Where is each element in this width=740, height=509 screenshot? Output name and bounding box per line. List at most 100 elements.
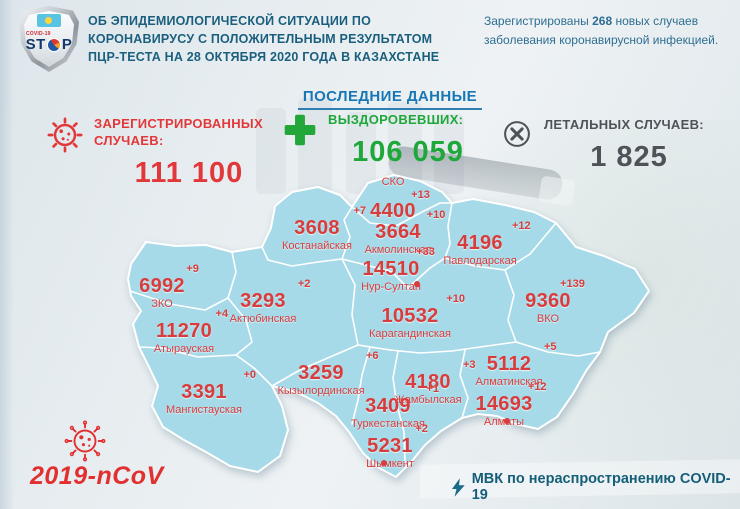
region-value: 6992 [139, 274, 185, 297]
region-delta: +3 [463, 359, 476, 371]
region-label-turkestan: +1 3409 Туркестанская [351, 383, 439, 430]
region-name: Алматинская [475, 375, 543, 388]
kazakhstan-flag-icon [37, 14, 61, 27]
region-value: 3391 [181, 380, 227, 403]
committee-footer: МВК по нераспространению COVID-19 [452, 471, 740, 503]
region-value: 4196 [457, 231, 503, 254]
region-label-zhambyl: +3 4180 Жамбылская [394, 359, 475, 406]
region-delta: +4 [215, 308, 229, 320]
region-value: 11270 [155, 319, 212, 342]
stat-recovered-text: ВЫЗДОРОВЕВШИХ: 106 059 [328, 112, 488, 169]
region-name: Алматы [484, 416, 524, 429]
virus-name-label: 2019-nCoV [30, 462, 164, 490]
region-value: 9360 [525, 289, 571, 312]
city-dot-shymkent [381, 460, 387, 466]
region-value: 3259 [298, 361, 344, 384]
plus-icon [284, 114, 316, 146]
region-label-sko: СКО +13 4400 [370, 176, 430, 223]
region-label-kyzylorda: +6 3259 Кызылординская [277, 350, 378, 397]
region-name: Актюбинская [229, 312, 297, 325]
region-value: 3664 [375, 220, 421, 243]
coronavirus-icon [64, 420, 106, 462]
city-dot-nur-sultan [414, 281, 420, 287]
region-name: ВКО [536, 312, 560, 325]
stat-recovered-label: ВЫЗДОРОВЕВШИХ: [328, 112, 464, 127]
region-label-atyrau: +4 11270 Атырауская [153, 308, 228, 355]
stat-deaths: ЛЕТАЛЬНЫХ СЛУЧАЕВ: 1 825 [500, 117, 714, 174]
logo-stop-text: ST P [19, 36, 79, 53]
stat-registered-text: ЗАРЕГИСТРИРОВАННЫХ СЛУЧАЕВ: 111 100 [94, 116, 284, 190]
region-label-akmola: +10 3664 Акмолинская [364, 209, 446, 256]
stat-registered: ЗАРЕГИСТРИРОВАННЫХ СЛУЧАЕВ: 111 100 [46, 116, 284, 190]
region-value: 3608 [294, 216, 340, 239]
region-value: 4180 [405, 370, 451, 393]
region-value: 14510 [362, 257, 420, 280]
page-title: ОБ ЭПИДЕМИОЛОГИЧЕСКОЙ СИТУАЦИИ ПО КОРОНА… [88, 12, 478, 66]
region-delta: +6 [365, 350, 379, 362]
region-delta: +5 [544, 341, 557, 353]
region-value: 14693 [475, 392, 533, 415]
region-label-vko: +139 9360 ВКО [525, 278, 585, 325]
region-label-karaganda: +10 10532 Карагандинская [369, 293, 465, 340]
logo-globe-o-icon [46, 37, 61, 52]
region-delta: +2 [297, 278, 311, 290]
region-name: Жамбылская [394, 393, 462, 406]
region-name: Акмолинская [364, 243, 432, 256]
flag-sun-icon [45, 17, 52, 24]
region-label-almaty-region: +5 5112 Алматинская [475, 341, 556, 388]
title-line-3: ПЦР-ТЕСТА НА 28 ОКТЯБРЯ 2020 ГОДА В КАЗА… [88, 50, 440, 65]
region-delta: +0 [243, 369, 257, 381]
region-value: 4400 [370, 200, 416, 223]
title-line-1: ОБ ЭПИДЕМИОЛОГИЧЕСКОЙ СИТУАЦИИ ПО [88, 14, 372, 28]
circle-x-icon [504, 121, 530, 147]
region-delta: +10 [426, 209, 446, 221]
stat-recovered-value: 106 059 [352, 135, 464, 168]
new-cases-prefix: Зарегистрированы [484, 14, 589, 28]
stop-covid-shield-logo: COVID-19 ST P [19, 6, 79, 72]
region-name: Шымкент [366, 457, 414, 470]
region-name: ЗКО [151, 297, 173, 310]
stat-recovered: ВЫЗДОРОВЕВШИХ: 106 059 [282, 112, 488, 169]
region-name: Павлодарская [443, 254, 517, 267]
region-name: Костанайская [281, 239, 353, 252]
region-value: 5112 [486, 352, 532, 375]
new-cases-note: Зарегистрированы 268 новых случаев забол… [484, 12, 732, 49]
logo-stop-st: ST [25, 36, 46, 53]
background-strip [0, 0, 14, 509]
region-label-kostanay: +7 3608 Костанайская [281, 205, 366, 252]
region-borders [129, 202, 601, 465]
virus-icon [47, 117, 83, 153]
region-delta: +10 [446, 293, 465, 305]
lightning-bolt-icon [452, 477, 465, 497]
new-cases-count: 268 [592, 14, 613, 28]
stat-deaths-value: 1 825 [590, 140, 668, 173]
stat-deaths-text: ЛЕТАЛЬНЫХ СЛУЧАЕВ: 1 825 [544, 117, 714, 174]
region-label-pavlodar: +12 4196 Павлодарская [443, 220, 530, 267]
country-shape [127, 174, 650, 478]
stat-registered-value: 111 100 [134, 156, 244, 189]
region-delta: +33 [416, 246, 435, 258]
region-name: Нур-Султан [361, 280, 421, 293]
region-label-mangystau: +0 3391 Мангистауская [165, 369, 256, 416]
logo-stop-p: P [61, 36, 73, 53]
region-label-zko: +9 6992 ЗКО [139, 263, 199, 310]
region-label-shymkent: +2 5231 Шымкент [366, 423, 428, 470]
region-name: Атырауская [153, 342, 215, 355]
stat-deaths-label: ЛЕТАЛЬНЫХ СЛУЧАЕВ: [544, 117, 704, 132]
region-value: 3293 [240, 289, 286, 312]
new-cases-suffix: новых случаев заболевания коронавирусной… [484, 14, 719, 47]
region-label-nur-sultan: +33 14510 Нур-Султан [361, 246, 435, 293]
city-dot-almaty [504, 418, 510, 424]
title-line-2: КОРОНАВИРУСУ С ПОЛОЖИТЕЛЬНЫМ РЕЗУЛЬТАТОМ [88, 32, 433, 47]
stat-registered-label: ЗАРЕГИСТРИРОВАННЫХ СЛУЧАЕВ: [94, 116, 263, 148]
region-name: СКО [381, 176, 405, 188]
region-delta: +12 [511, 220, 531, 232]
region-delta: +7 [353, 205, 367, 217]
region-delta: +139 [560, 278, 585, 290]
region-name: Мангистауская [165, 403, 243, 416]
region-name: Кызылординская [277, 384, 365, 397]
logo-covid-text: COVID-19 [26, 31, 51, 37]
latest-data-heading: ПОСЛЕДНИЕ ДАННЫЕ [298, 88, 482, 110]
